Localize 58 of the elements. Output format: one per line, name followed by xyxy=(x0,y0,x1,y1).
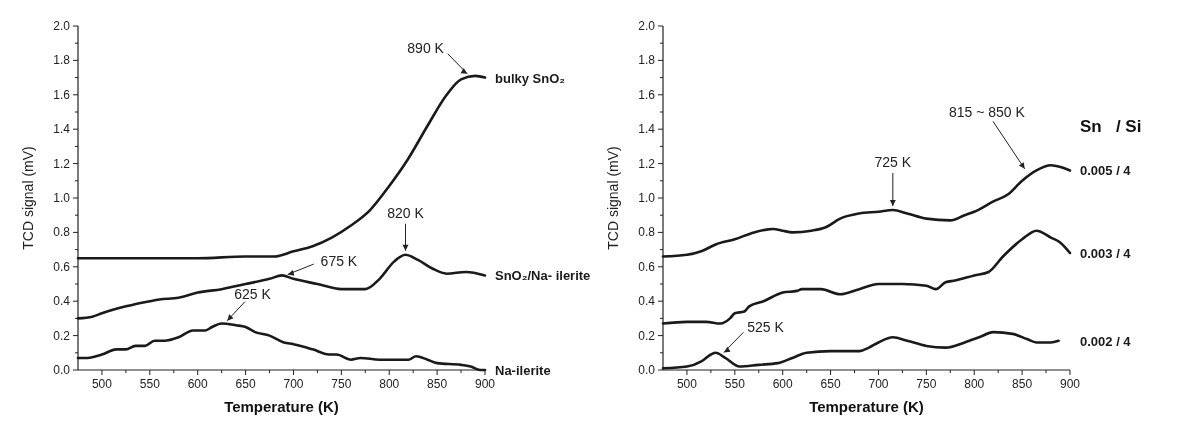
y-tick-label: 1.4 xyxy=(53,122,71,137)
x-tick-label: 850 xyxy=(1012,377,1033,391)
y-tick-label: 0.6 xyxy=(53,259,71,274)
annotation: 625 K xyxy=(234,285,272,302)
x-tick-label: 750 xyxy=(331,377,352,391)
x-tick-label: 700 xyxy=(283,377,304,391)
y-axis-title: TCD signal (mV) xyxy=(20,146,36,250)
annotation: 675 K xyxy=(320,253,358,270)
annotation: 820 K xyxy=(387,204,425,221)
y-tick-label: 1.8 xyxy=(638,53,656,68)
legend-title: Sn / Si xyxy=(1080,117,1142,137)
y-tick-label: 1.4 xyxy=(638,122,656,137)
x-tick-label: 900 xyxy=(1059,377,1081,391)
y-tick-label: 0.4 xyxy=(638,294,656,309)
annotation: 725 K xyxy=(874,154,912,171)
y-tick-label: 1.0 xyxy=(53,191,71,205)
x-tick-label: 550 xyxy=(724,377,746,391)
series-label: 0.005 / 4 xyxy=(1080,163,1132,179)
x-tick-label: 500 xyxy=(676,377,698,391)
x-tick-label: 650 xyxy=(235,377,256,391)
annotation: 890 K xyxy=(407,39,445,56)
series-label: SnO₂/Na- ilerite xyxy=(495,268,591,284)
y-tick-label: 0.0 xyxy=(638,363,656,377)
y-tick-label: 1.8 xyxy=(53,53,71,68)
y-tick-label: 2.0 xyxy=(638,19,656,33)
x-tick-label: 750 xyxy=(916,377,937,391)
y-tick-label: 1.6 xyxy=(638,87,656,102)
y-tick-label: 0.6 xyxy=(638,259,656,274)
legend-label: bulky SnO₂ xyxy=(495,70,566,86)
y-tick-label: 0.8 xyxy=(53,225,71,240)
x-tick-label: 800 xyxy=(379,377,400,391)
y-tick-label: 1.0 xyxy=(638,191,656,205)
y-tick-label: 1.2 xyxy=(638,156,656,171)
annotation: 815 ~ 850 K xyxy=(948,104,1026,121)
y-tick-label: 2.0 xyxy=(53,19,71,33)
y-tick-label: 0.2 xyxy=(638,328,656,343)
y-tick-label: 0.8 xyxy=(638,225,656,240)
x-tick-label: 650 xyxy=(820,377,841,391)
series-label: 0.002 / 4 xyxy=(1080,333,1132,349)
x-tick-label: 550 xyxy=(139,377,161,391)
series-label: 0.003 / 4 xyxy=(1080,246,1132,262)
series-label: Na-ilerite xyxy=(495,363,551,378)
x-tick-label: 500 xyxy=(91,377,113,391)
y-tick-label: 1.2 xyxy=(53,156,71,171)
x-tick-label: 900 xyxy=(474,377,496,391)
y-axis-title: TCD signal (mV) xyxy=(605,146,621,250)
y-tick-label: 0.4 xyxy=(53,294,71,309)
x-tick-label: 600 xyxy=(187,377,209,391)
x-axis-title: Temperature (K) xyxy=(809,398,924,415)
x-tick-label: 700 xyxy=(868,377,889,391)
x-axis-title: Temperature (K) xyxy=(224,398,339,415)
annotation: 525 K xyxy=(747,318,785,335)
x-tick-label: 600 xyxy=(772,377,794,391)
y-tick-label: 1.6 xyxy=(53,87,71,102)
y-tick-label: 0.2 xyxy=(53,328,71,343)
y-tick-label: 0.0 xyxy=(53,363,71,377)
x-tick-label: 850 xyxy=(427,377,448,391)
x-tick-label: 800 xyxy=(964,377,985,391)
